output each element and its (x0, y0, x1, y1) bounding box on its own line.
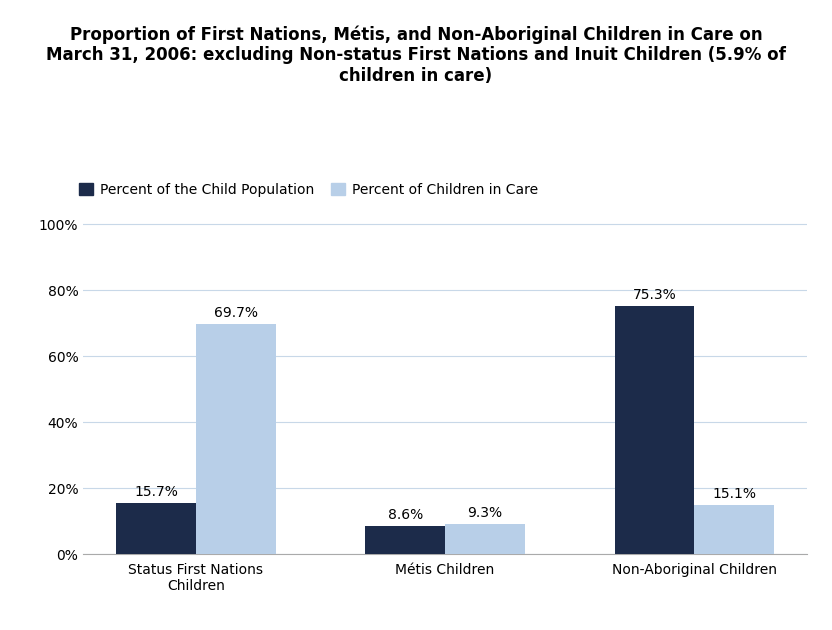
Bar (365, 526, 445, 554)
Bar (116, 503, 196, 554)
Legend: Percent of the Child Population, Percent of Children in Care: Percent of the Child Population, Percent… (73, 177, 543, 202)
Bar (196, 324, 275, 554)
Text: 75.3%: 75.3% (632, 288, 676, 302)
Text: 69.7%: 69.7% (214, 306, 258, 321)
Text: 8.6%: 8.6% (388, 508, 423, 522)
Text: 9.3%: 9.3% (468, 506, 503, 520)
Text: Proportion of First Nations, Métis, and Non-Aboriginal Children in Care on
March: Proportion of First Nations, Métis, and … (46, 25, 786, 85)
Bar (695, 505, 774, 554)
Text: 15.1%: 15.1% (712, 486, 756, 501)
Bar (615, 306, 695, 554)
Text: 15.7%: 15.7% (134, 484, 178, 498)
Bar (445, 524, 525, 554)
